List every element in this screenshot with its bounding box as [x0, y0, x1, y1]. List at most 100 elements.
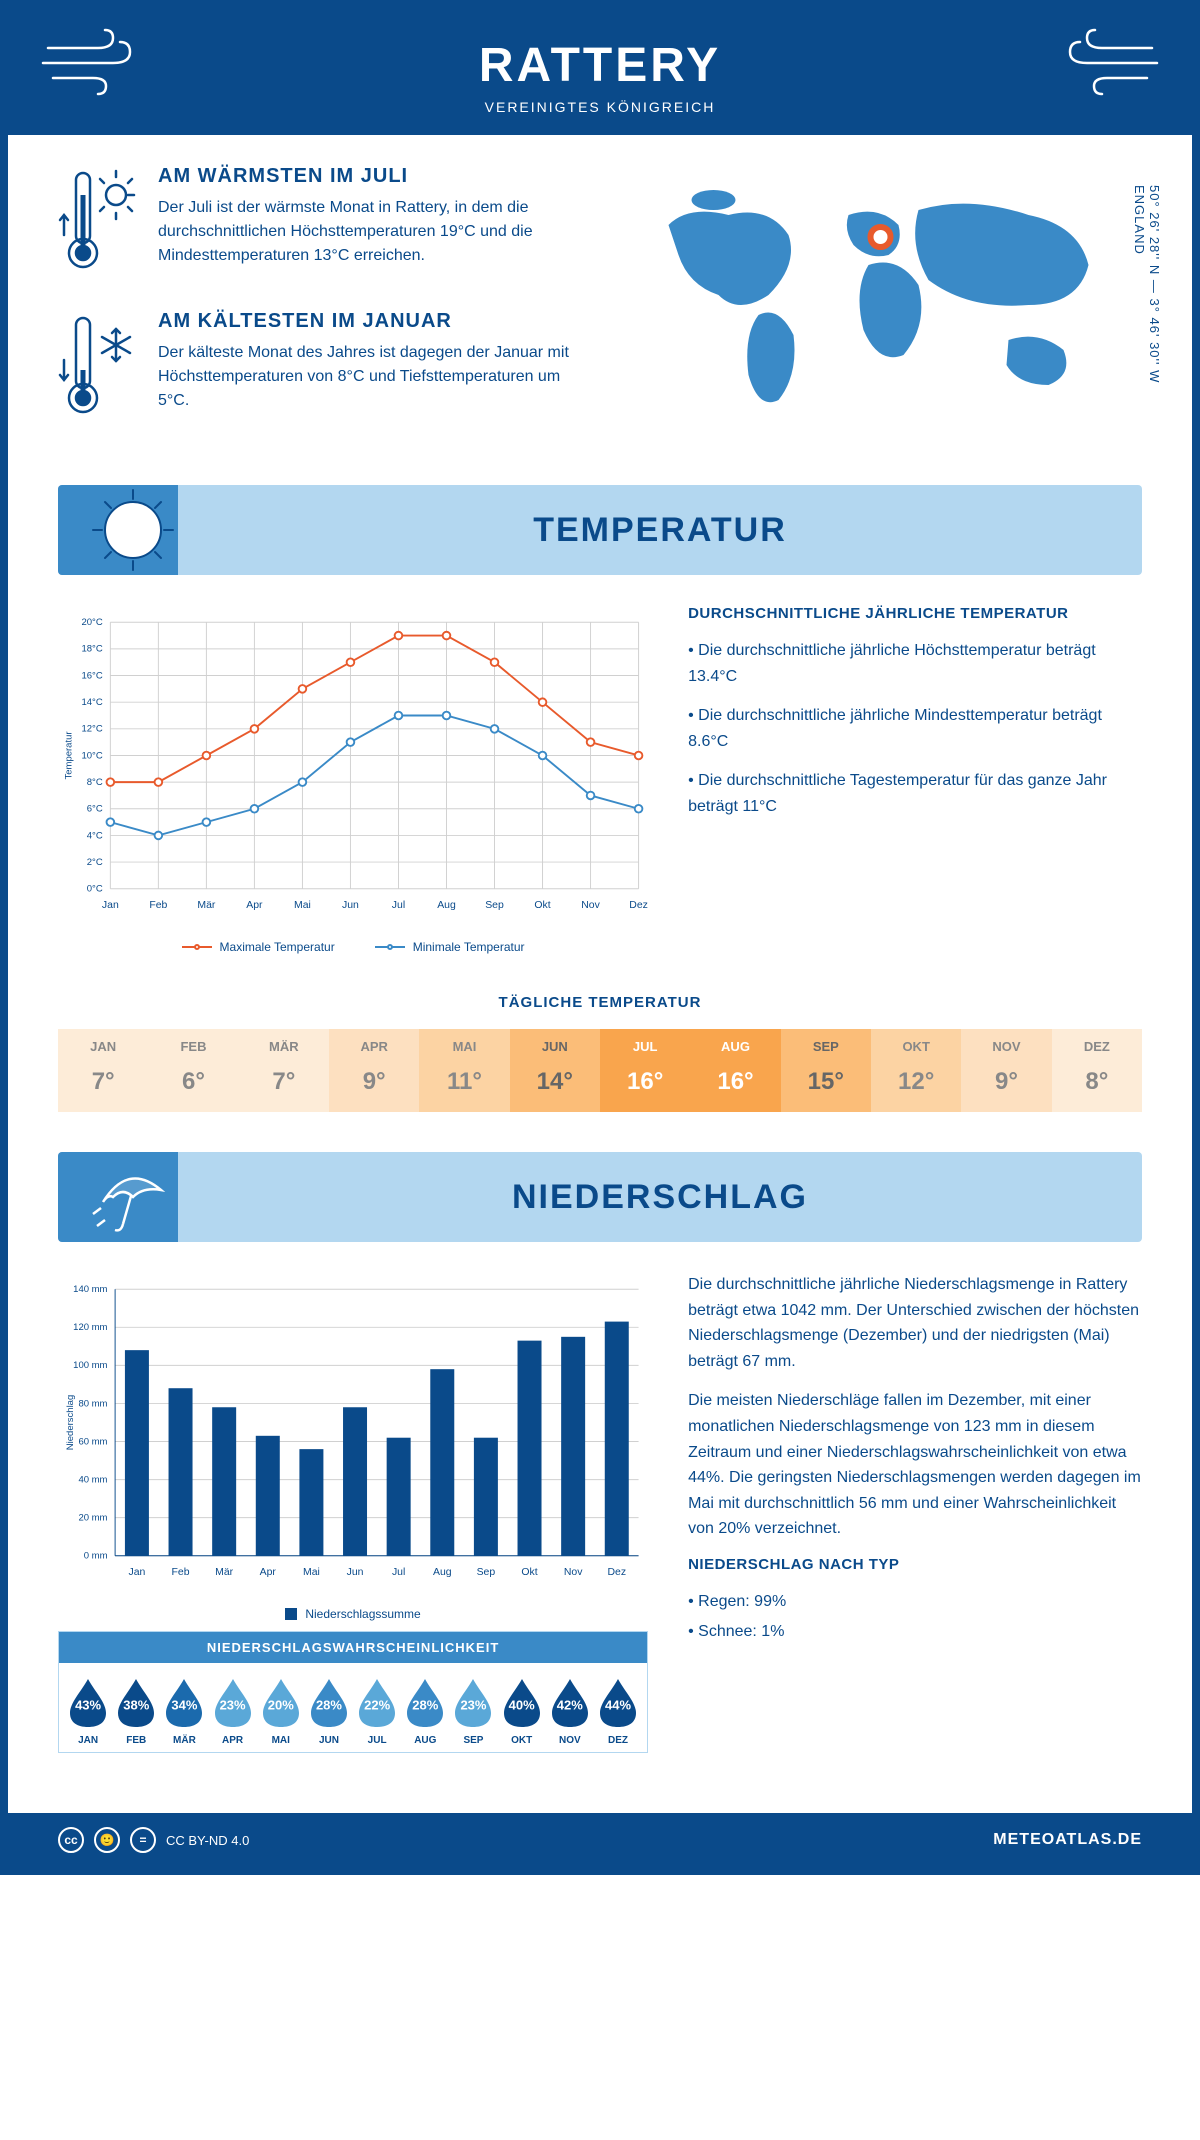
svg-text:Jun: Jun: [342, 900, 359, 911]
precip-prob-cell: 28%AUG: [402, 1675, 448, 1746]
svg-text:Nov: Nov: [581, 900, 600, 911]
by-icon: 🙂: [94, 1827, 120, 1853]
svg-text:Mär: Mär: [215, 1567, 234, 1578]
thermometer-hot-icon: [58, 165, 138, 280]
coord-lat: 50° 26' 28'' N: [1147, 185, 1162, 275]
footer-site: METEOATLAS.DE: [993, 1831, 1142, 1849]
daily-temp-grid: JAN7°FEB6°MÄR7°APR9°MAI11°JUN14°JUL16°AU…: [58, 1029, 1142, 1112]
svg-text:120 mm: 120 mm: [73, 1322, 107, 1333]
precip-type-heading: NIEDERSCHLAG NACH TYP: [688, 1556, 1142, 1573]
svg-text:Mai: Mai: [294, 900, 311, 911]
svg-text:Dez: Dez: [629, 900, 648, 911]
precip-prob-cell: 23%SEP: [450, 1675, 496, 1746]
page-title: RATTERY: [48, 38, 1152, 93]
precip-prob-cell: 40%OKT: [499, 1675, 545, 1746]
precip-prob-cell: 44%DEZ: [595, 1675, 641, 1746]
daily-temp-cell: MAI11°: [419, 1029, 509, 1112]
precip-chart-col: 0 mm20 mm40 mm60 mm80 mm100 mm120 mm140 …: [58, 1272, 648, 1753]
precip-prob-title: NIEDERSCHLAGSWAHRSCHEINLICHKEIT: [59, 1632, 647, 1663]
svg-text:0°C: 0°C: [87, 884, 103, 895]
svg-text:Temperatur: Temperatur: [63, 731, 74, 779]
facts-column: AM WÄRMSTEN IM JULI Der Juli ist der wär…: [58, 165, 585, 455]
temp-bullet-3: • Die durchschnittliche Tagestemperatur …: [688, 768, 1142, 819]
footer: cc 🙂 = CC BY-ND 4.0 METEOATLAS.DE: [8, 1813, 1192, 1867]
precip-prob-cell: 42%NOV: [547, 1675, 593, 1746]
precip-prob-cell: 28%JUN: [306, 1675, 352, 1746]
cc-icon: cc: [58, 1827, 84, 1853]
svg-text:60 mm: 60 mm: [78, 1436, 107, 1447]
svg-text:Sep: Sep: [477, 1567, 496, 1578]
svg-text:Niederschlag: Niederschlag: [65, 1395, 76, 1450]
svg-text:16°C: 16°C: [81, 670, 102, 681]
wind-icon: [1052, 28, 1162, 103]
svg-text:18°C: 18°C: [81, 644, 102, 655]
svg-text:100 mm: 100 mm: [73, 1360, 107, 1371]
svg-text:Dez: Dez: [607, 1567, 626, 1578]
precip-prob-cell: 38%FEB: [113, 1675, 159, 1746]
svg-text:Jan: Jan: [102, 900, 119, 911]
intro-section: AM WÄRMSTEN IM JULI Der Juli ist der wär…: [8, 135, 1192, 485]
precip-legend: Niederschlagssumme: [58, 1607, 648, 1621]
daily-temp-section: TÄGLICHE TEMPERATUR JAN7°FEB6°MÄR7°APR9°…: [58, 994, 1142, 1112]
precip-legend-label: Niederschlagssumme: [305, 1607, 420, 1621]
license-text: CC BY-ND 4.0: [166, 1833, 249, 1848]
daily-temp-cell: JUN14°: [510, 1029, 600, 1112]
svg-text:14°C: 14°C: [81, 697, 102, 708]
svg-text:Mär: Mär: [197, 900, 216, 911]
precip-chart: 0 mm20 mm40 mm60 mm80 mm100 mm120 mm140 …: [58, 1272, 648, 1592]
coordinates: 50° 26' 28'' N — 3° 46' 30'' WENGLAND: [1132, 185, 1162, 383]
svg-text:Mai: Mai: [303, 1567, 320, 1578]
daily-temp-cell: OKT12°: [871, 1029, 961, 1112]
section-banner-temperature: TEMPERATUR: [58, 485, 1142, 575]
svg-text:Aug: Aug: [437, 900, 456, 911]
daily-temp-cell: SEP15°: [781, 1029, 871, 1112]
svg-text:20°C: 20°C: [81, 617, 102, 628]
daily-temp-cell: MÄR7°: [239, 1029, 329, 1112]
precip-type-b2: • Schnee: 1%: [688, 1619, 1142, 1645]
daily-temp-cell: JAN7°: [58, 1029, 148, 1112]
footer-license: cc 🙂 = CC BY-ND 4.0: [58, 1827, 249, 1853]
coord-region: ENGLAND: [1132, 185, 1147, 255]
svg-text:10°C: 10°C: [81, 750, 102, 761]
svg-text:Jan: Jan: [128, 1567, 145, 1578]
section-banner-precip: NIEDERSCHLAG: [58, 1152, 1142, 1242]
temp-bullet-1: • Die durchschnittliche jährliche Höchst…: [688, 638, 1142, 689]
precip-text: Die durchschnittliche jährliche Niedersc…: [688, 1272, 1142, 1753]
map-column: 50° 26' 28'' N — 3° 46' 30'' WENGLAND: [615, 165, 1142, 455]
svg-text:6°C: 6°C: [87, 804, 103, 815]
svg-text:2°C: 2°C: [87, 857, 103, 868]
daily-temp-cell: JUL16°: [600, 1029, 690, 1112]
svg-text:140 mm: 140 mm: [73, 1284, 107, 1295]
thermometer-cold-icon: [58, 310, 138, 425]
svg-text:Jul: Jul: [392, 1567, 405, 1578]
svg-text:Sep: Sep: [485, 900, 504, 911]
legend-max-label: Maximale Temperatur: [220, 940, 335, 954]
fact-warm-text: Der Juli ist der wärmste Monat in Ratter…: [158, 196, 585, 268]
temp-text-heading: DURCHSCHNITTLICHE JÄHRLICHE TEMPERATUR: [688, 605, 1142, 622]
umbrella-icon: [58, 1152, 178, 1242]
temp-legend: Maximale Temperatur Minimale Temperatur: [58, 940, 648, 954]
svg-text:Feb: Feb: [149, 900, 167, 911]
precip-prob-cell: 23%APR: [210, 1675, 256, 1746]
fact-cold-title: AM KÄLTESTEN IM JANUAR: [158, 310, 585, 333]
precip-prob-cell: 20%MAI: [258, 1675, 304, 1746]
infographic-page: RATTERY VEREINIGTES KÖNIGREICH AM WÄRMST…: [0, 0, 1200, 1875]
legend-min-label: Minimale Temperatur: [413, 940, 525, 954]
precip-p1: Die durchschnittliche jährliche Niedersc…: [688, 1272, 1142, 1374]
daily-temp-cell: DEZ8°: [1052, 1029, 1142, 1112]
svg-text:0 mm: 0 mm: [84, 1551, 108, 1562]
fact-warmest: AM WÄRMSTEN IM JULI Der Juli ist der wär…: [58, 165, 585, 280]
svg-text:12°C: 12°C: [81, 724, 102, 735]
precip-probability: NIEDERSCHLAGSWAHRSCHEINLICHKEIT 43%JAN38…: [58, 1631, 648, 1753]
temp-bullet-2: • Die durchschnittliche jährliche Mindes…: [688, 703, 1142, 754]
fact-warm-title: AM WÄRMSTEN IM JULI: [158, 165, 585, 188]
precip-p2: Die meisten Niederschläge fallen im Deze…: [688, 1388, 1142, 1542]
temp-content: 0°C2°C4°C6°C8°C10°C12°C14°C16°C18°C20°CJ…: [8, 575, 1192, 984]
svg-text:Apr: Apr: [260, 1567, 277, 1578]
svg-text:Nov: Nov: [564, 1567, 583, 1578]
daily-temp-cell: NOV9°: [961, 1029, 1051, 1112]
svg-text:Okt: Okt: [521, 1567, 537, 1578]
precip-prob-cell: 34%MÄR: [161, 1675, 207, 1746]
fact-cold-text: Der kälteste Monat des Jahres ist dagege…: [158, 341, 585, 413]
section-title-precip: NIEDERSCHLAG: [178, 1178, 1142, 1217]
